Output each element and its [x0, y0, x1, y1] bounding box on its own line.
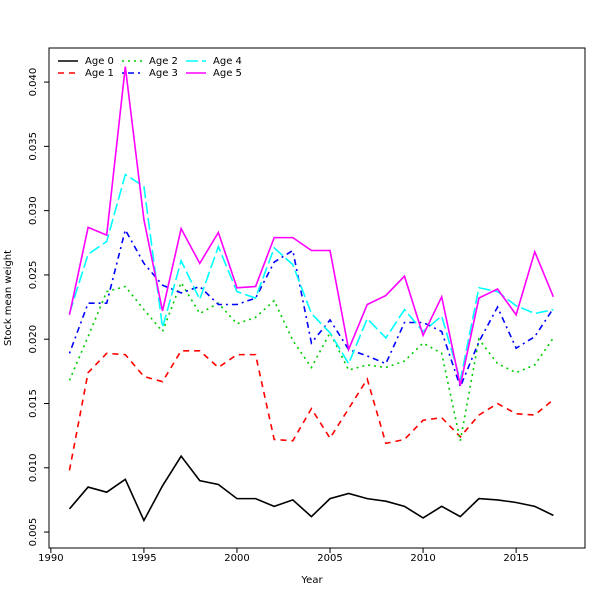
y-tick-label: 0.010 [28, 453, 39, 482]
y-tick-label: 0.035 [28, 132, 39, 161]
legend-label: Age 0 [85, 56, 114, 67]
series-line [68, 66, 555, 386]
legend-label: Age 3 [149, 68, 178, 79]
x-tick-label: 1990 [38, 553, 63, 564]
y-tick-label: 0.005 [28, 518, 39, 547]
x-tick-label: 2010 [410, 553, 435, 564]
x-tick-label: 2000 [224, 553, 249, 564]
x-tick-label: 2005 [317, 553, 342, 564]
y-tick-label: 0.025 [28, 261, 39, 290]
series-line [68, 227, 555, 390]
y-tick-label: 0.015 [28, 389, 39, 418]
legend-label: Age 5 [213, 68, 242, 79]
y-tick-label: 0.040 [28, 68, 39, 97]
y-tick-label: 0.030 [28, 196, 39, 225]
y-axis-label: Stock mean weight [3, 250, 14, 346]
legend-label: Age 4 [213, 56, 242, 67]
series-line [68, 173, 554, 381]
series-line [68, 454, 554, 523]
series-line [68, 280, 555, 441]
legend-label: Age 2 [149, 56, 178, 67]
x-tick-label: 2015 [503, 553, 528, 564]
x-axis-label: Year [300, 575, 323, 586]
y-tick-label: 0.020 [28, 325, 39, 354]
series-line [68, 349, 554, 471]
legend-label: Age 1 [85, 68, 114, 79]
x-tick-label: 1995 [131, 553, 156, 564]
